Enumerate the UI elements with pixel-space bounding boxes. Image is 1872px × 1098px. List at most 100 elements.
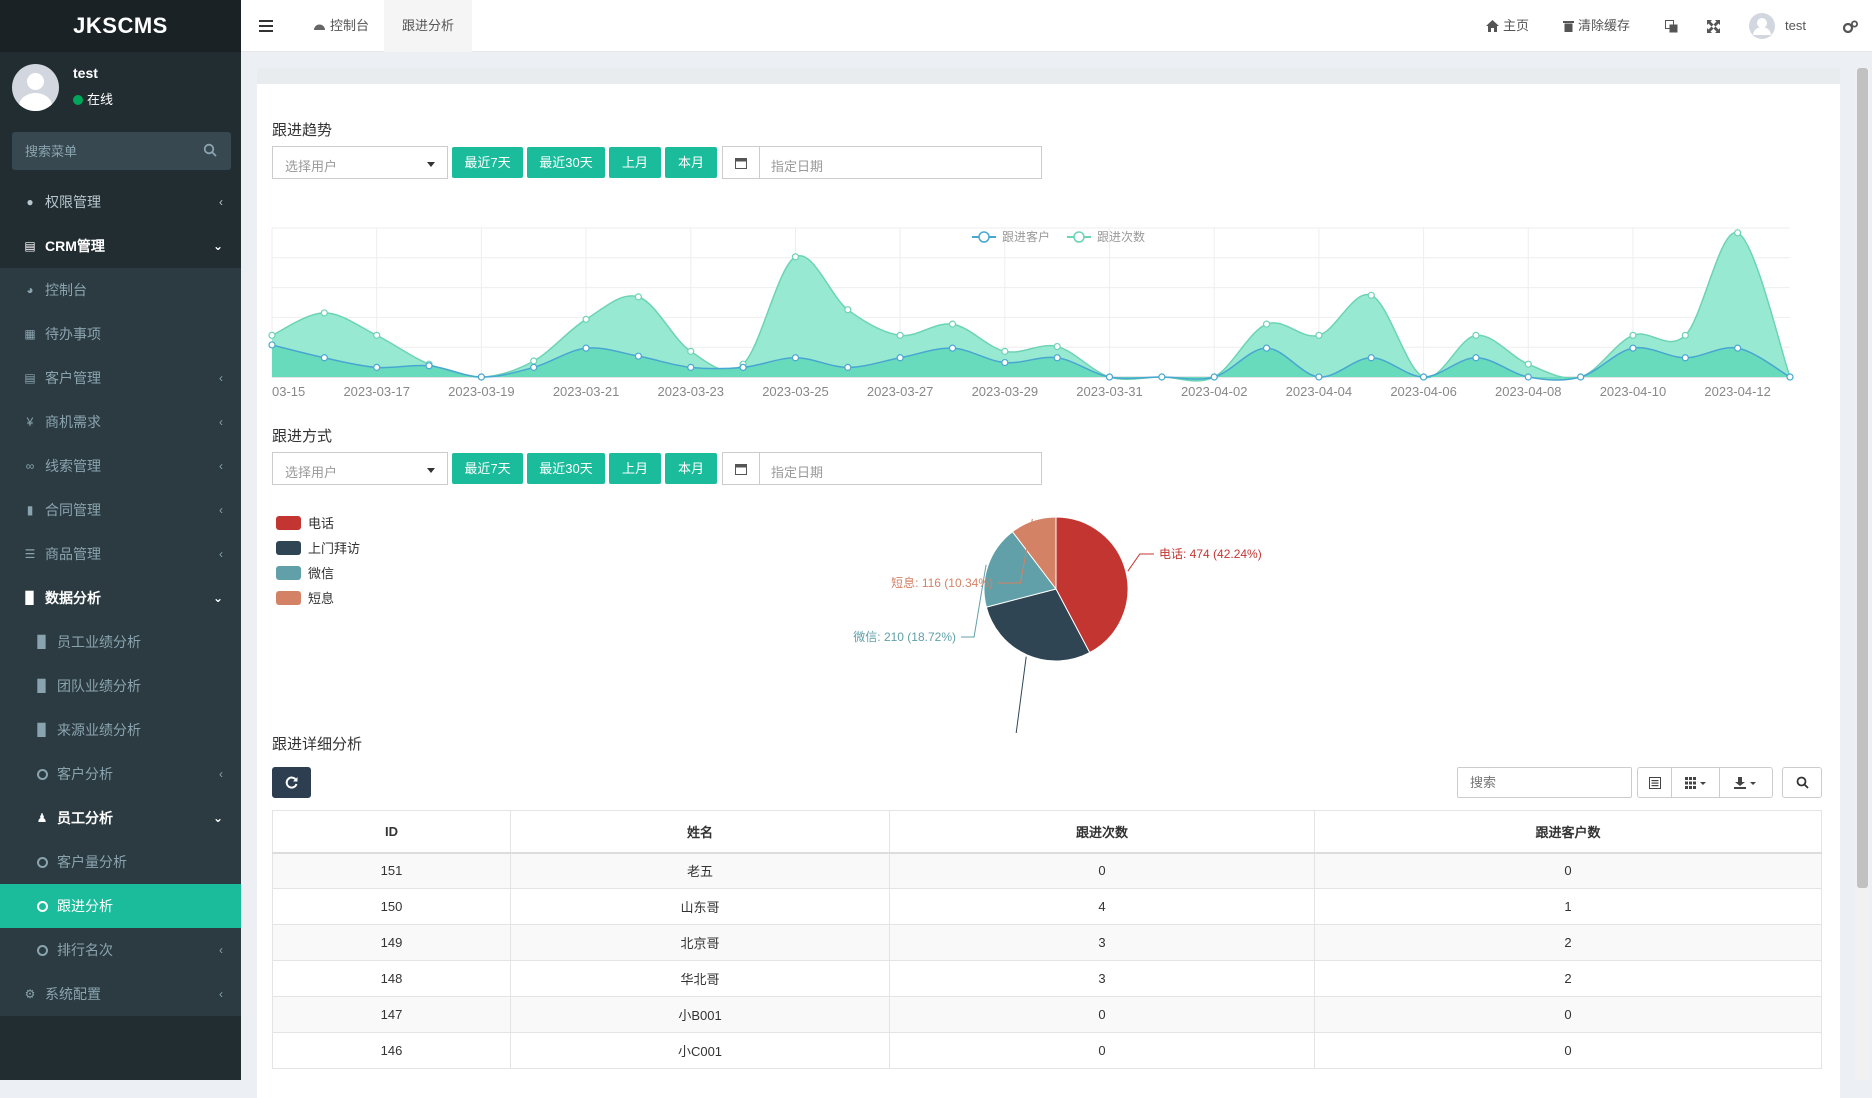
sidebar-item-staff-analysis[interactable]: ♟ 员工分析 ⌄ [0,796,241,840]
data-point [1105,373,1114,381]
table-row[interactable]: 147 小B001 0 0 [272,996,1822,1033]
data-point [582,315,590,323]
export-button[interactable] [1719,767,1773,798]
sidebar-item-label: 商机需求 [45,414,101,430]
date-input[interactable]: 指定日期 [759,146,1042,179]
tab-dashboard[interactable]: 控制台 [305,0,377,52]
this-month-button[interactable]: 本月 [665,147,717,178]
sidebar-item-customers[interactable]: ▤ 客户管理 ‹ [0,356,241,400]
sidebar-item-permission[interactable]: ● 权限管理 ‹ [0,180,241,224]
table-header-row: ID 姓名 跟进次数 跟进客户数 [272,810,1822,854]
sidebar-item-followup-analysis[interactable]: 跟进分析 [0,884,241,928]
sidebar-item-ranking[interactable]: 排行名次 ‹ [0,928,241,972]
search-icon[interactable] [203,143,217,157]
sidebar-item-label: 待办事项 [45,326,101,342]
last-month-button[interactable]: 上月 [609,453,661,484]
sidebar-toggle[interactable] [259,0,277,52]
settings-button[interactable] [1843,0,1862,52]
refresh-icon [285,776,298,789]
last-month-button[interactable]: 上月 [609,147,661,178]
sidebar-item-todo[interactable]: ▦ 待办事项 [0,312,241,356]
x-tick-label: 2023-03-17 [343,384,410,399]
tab-followup[interactable]: 跟进分析 [384,0,472,52]
chevron-left-icon: ‹ [219,547,223,561]
x-tick-label: 2023-03-21 [553,384,620,399]
calendar-button[interactable] [722,452,760,485]
sidebar-item-customer-analysis[interactable]: 客户分析 ‹ [0,752,241,796]
column-header-name[interactable]: 姓名 [510,810,890,854]
legend-item: 跟进客户 [972,229,1050,244]
data-point [1367,291,1375,299]
data-point [1472,331,1480,339]
pie-slice [983,530,1057,608]
home-link[interactable]: 主页 [1486,0,1529,52]
data-point [844,306,852,314]
column-header-followups[interactable]: 跟进次数 [889,810,1315,854]
sidebar-item-staff-performance[interactable]: ▉ 员工业绩分析 [0,620,241,664]
toggle-view-button[interactable] [1637,767,1672,798]
table-row[interactable]: 146 小C001 0 0 [272,1032,1822,1069]
data-point [1629,331,1637,339]
user-select[interactable]: 选择用户 [272,452,448,485]
x-tick-label: 2023-04-10 [1600,384,1667,399]
bar-chart-icon: ▉ [25,591,35,605]
scrollbar-thumb[interactable] [1857,68,1868,888]
translate-button[interactable] [1665,0,1682,52]
sidebar-search-input[interactable] [12,132,192,170]
last-30-days-button[interactable]: 最近30天 [527,453,605,484]
data-point [1681,354,1689,362]
pie-label-line [1127,553,1154,572]
table-row[interactable]: 148 华北哥 3 2 [272,960,1822,997]
column-header-customers[interactable]: 跟进客户数 [1314,810,1822,854]
cell-id: 149 [272,924,511,961]
table-row[interactable]: 151 老五 0 0 [272,852,1822,889]
clear-cache-button[interactable]: 清除缓存 [1563,0,1630,52]
data-point [844,363,852,371]
last-30-days-button[interactable]: 最近30天 [527,147,605,178]
data-point [530,363,538,371]
sidebar-item-dashboard[interactable]: ◕ 控制台 [0,268,241,312]
x-tick-label: 03-15 [272,384,305,399]
columns-button[interactable] [1671,767,1720,798]
fullscreen-button[interactable] [1707,0,1724,52]
sidebar-item-contracts[interactable]: ▮ 合同管理 ‹ [0,488,241,532]
sidebar-item-system-config[interactable]: ⚙ 系统配置 ‹ [0,972,241,1016]
content-header-bar [257,68,1840,84]
sidebar-item-team-performance[interactable]: ▉ 团队业绩分析 [0,664,241,708]
sidebar-search [12,132,231,170]
hamburger-icon[interactable] [259,20,273,32]
top-navbar: 控制台 跟进分析 主页 清除缓存 test [241,0,1872,52]
user-select[interactable]: 选择用户 [272,146,448,179]
this-month-button[interactable]: 本月 [665,453,717,484]
column-header-id[interactable]: ID [272,810,511,854]
sidebar-item-leads[interactable]: ∞ 线索管理 ‹ [0,444,241,488]
table-search-input[interactable] [1457,767,1632,798]
sidebar-item-customer-volume[interactable]: 客户量分析 [0,840,241,884]
x-tick-label: 2023-04-02 [1181,384,1248,399]
user-menu[interactable]: test [1749,0,1806,52]
pie-slice [985,588,1091,662]
pie-label-line [1015,656,1027,733]
advanced-search-button[interactable] [1782,767,1822,798]
sidebar-item-source-performance[interactable]: ▉ 来源业绩分析 [0,708,241,752]
data-point [1158,373,1166,381]
sidebar-item-products[interactable]: ☰ 商品管理 ‹ [0,532,241,576]
date-input[interactable]: 指定日期 [759,452,1042,485]
table-row[interactable]: 150 山东哥 4 1 [272,888,1822,925]
last-7-days-button[interactable]: 最近7天 [452,147,523,178]
sidebar-item-crm[interactable]: ▤ CRM管理 ⌄ [0,224,241,268]
calendar-button[interactable] [722,146,760,179]
last-7-days-button[interactable]: 最近7天 [452,453,523,484]
app-logo[interactable]: JKSCMS [0,0,241,52]
data-point [1210,373,1218,381]
legend-swatch [276,591,301,605]
data-point [1734,344,1742,352]
table-row[interactable]: 149 北京哥 3 2 [272,924,1822,961]
sidebar-item-label: 员工分析 [57,810,113,826]
data-point [373,363,381,371]
home-label: 主页 [1503,18,1530,33]
refresh-button[interactable] [272,767,311,798]
sidebar-item-opportunities[interactable]: ¥ 商机需求 ‹ [0,400,241,444]
trend-title: 跟进趋势 [272,122,333,139]
sidebar-item-data-analysis[interactable]: ▉ 数据分析 ⌄ [0,576,241,620]
